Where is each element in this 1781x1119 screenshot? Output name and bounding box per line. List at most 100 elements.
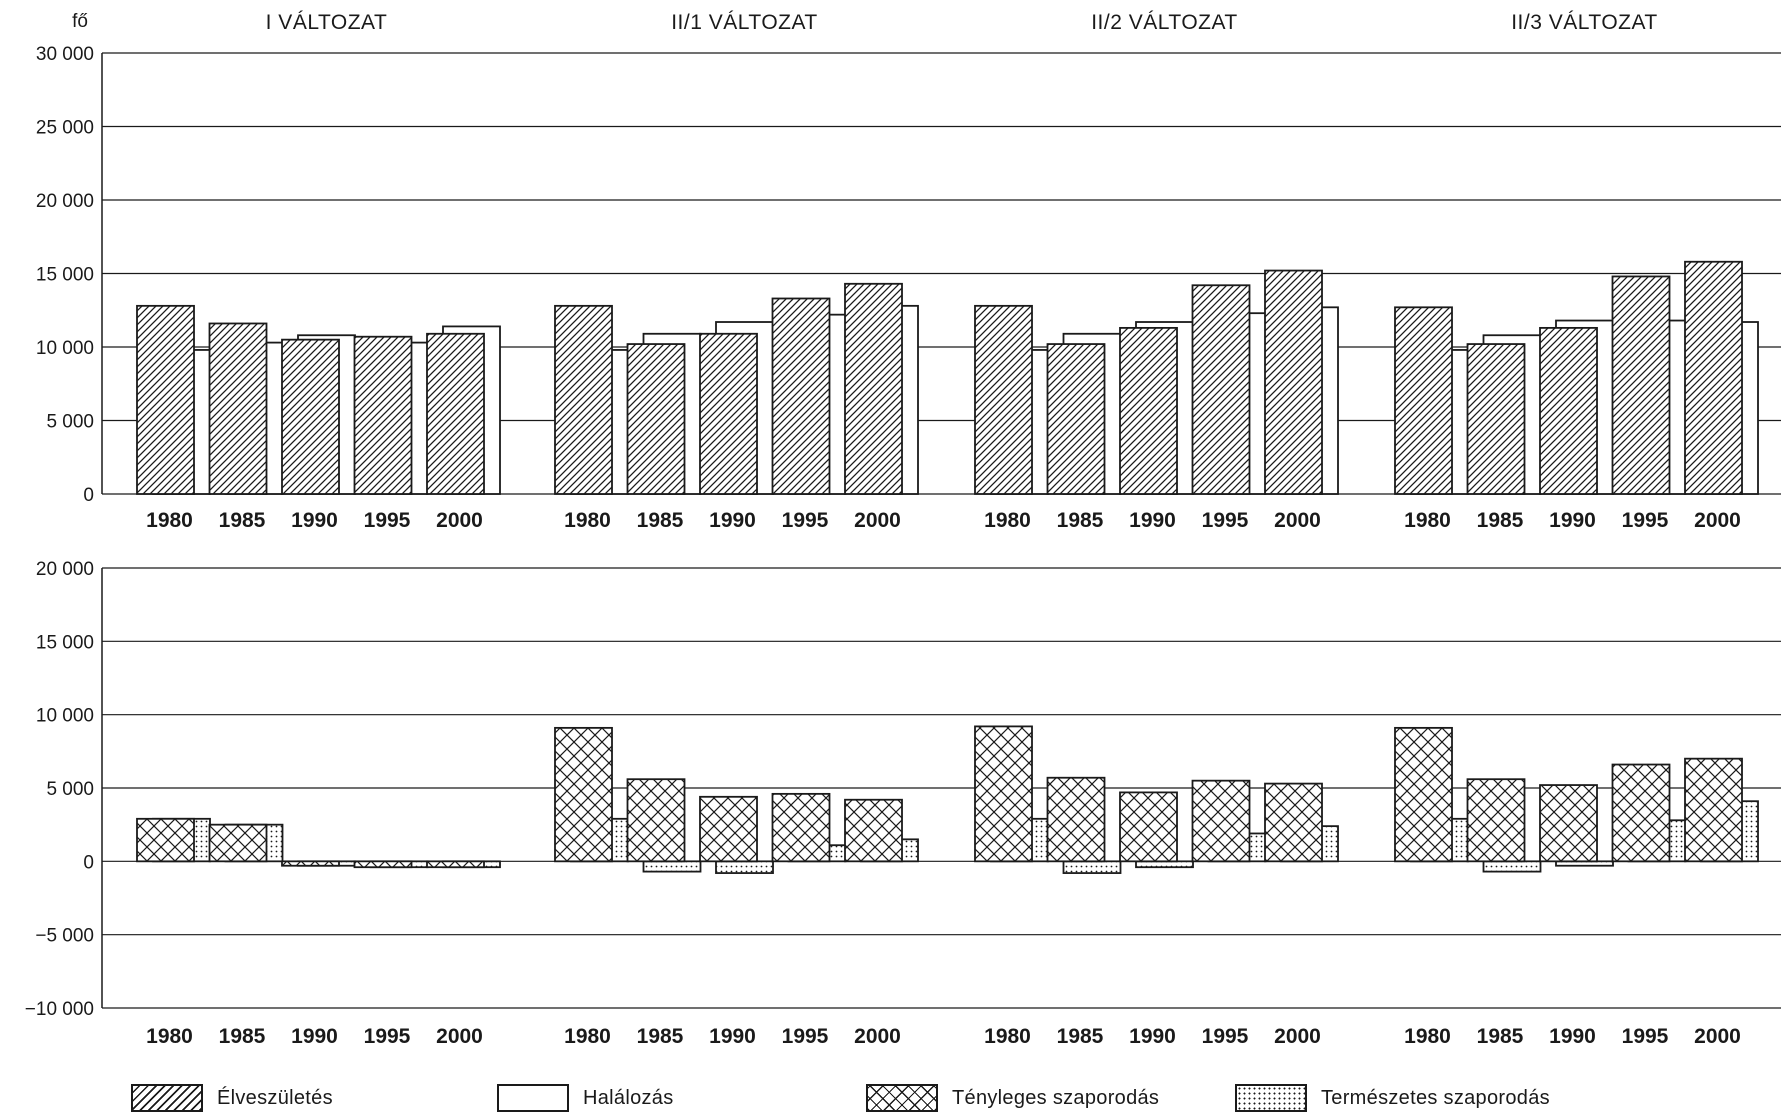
bottom-bar-tenyleges-szaporodas — [1466, 778, 1526, 863]
top-ytick-label: 0 — [83, 485, 94, 506]
deaths-pattern-swatch — [497, 1084, 569, 1112]
top-bar-elveszuletes — [844, 282, 903, 495]
bottom-bar-tenyleges-szaporodas — [771, 792, 831, 863]
bottom-bar-termeszetes-szaporodas — [642, 860, 702, 873]
bottom-bar-tenyleges-szaporodas — [1119, 791, 1178, 863]
bottom-chart-growth: −10 000 −5 000 0 5 000 10 000 15 000 20 000 198… — [25, 559, 1781, 1048]
top-ytick-label: 10 000 — [36, 338, 94, 359]
top-ytick-label: 20 000 — [36, 191, 94, 212]
bottom-bar-tenyleges-szaporodas — [281, 860, 340, 867]
bottom-bar-termeszetes-szaporodas — [1062, 860, 1122, 874]
births-pattern-swatch — [131, 1084, 203, 1112]
legend-item-actual-growth: Tényleges szaporodás — [866, 1082, 1159, 1114]
bottom-bar-tenyleges-szaporodas — [1684, 757, 1743, 863]
natural-growth-pattern-swatch — [1235, 1084, 1307, 1112]
top-category-label: 1990 — [1549, 509, 1596, 532]
bottom-bar-termeszetes-szaporodas — [715, 860, 774, 874]
bottom-category-label: 1990 — [709, 1025, 756, 1048]
bottom-bar-tenyleges-szaporodas — [1264, 782, 1323, 863]
bottom-category-label: 1985 — [219, 1025, 266, 1048]
bottom-bar-tenyleges-szaporodas — [208, 823, 268, 863]
top-bar-elveszuletes — [353, 335, 413, 495]
top-bar-elveszuletes — [1611, 275, 1671, 495]
bottom-ytick-label: 5 000 — [46, 779, 94, 800]
bottom-ytick-label: 10 000 — [36, 706, 94, 727]
top-category-label: 1980 — [564, 509, 611, 532]
bottom-ytick-label: 20 000 — [36, 559, 94, 580]
bottom-category-label: 1990 — [1549, 1025, 1596, 1048]
top-bar-elveszuletes — [1191, 284, 1251, 495]
legend-item-births: Élveszületés — [131, 1082, 333, 1114]
bottom-bar-termeszetes-szaporodas — [1482, 860, 1542, 873]
top-category-label: 1990 — [291, 509, 338, 532]
top-bar-elveszuletes — [554, 304, 613, 495]
bottom-ytick-label: −5 000 — [35, 926, 94, 947]
bottom-ytick-label: 15 000 — [36, 632, 94, 653]
bottom-category-label: 1985 — [1477, 1025, 1524, 1048]
bottom-bar-tenyleges-szaporodas — [1046, 776, 1106, 863]
top-category-label: 1980 — [146, 509, 193, 532]
bottom-category-label: 1985 — [637, 1025, 684, 1048]
legend-label-natural-growth: Természetes szaporodás — [1321, 1086, 1550, 1109]
bottom-bar-tenyleges-szaporodas — [1611, 763, 1671, 863]
bottom-bar-tenyleges-szaporodas — [974, 725, 1033, 863]
legend: Élveszületés Halálozás Tényleges szaporo… — [0, 1082, 1781, 1119]
bottom-category-label: 1995 — [1202, 1025, 1249, 1048]
top-ytick-label: 25 000 — [36, 118, 94, 139]
top-bar-elveszuletes — [1466, 343, 1526, 495]
top-chart-births-deaths: 0 5 000 10 000 15 000 20 000 25 000 30 000 fő I … — [36, 11, 1781, 532]
top-bar-elveszuletes — [426, 332, 485, 495]
top-category-label: 2000 — [854, 509, 901, 532]
top-category-label: 1995 — [782, 509, 829, 532]
top-category-label: 1995 — [1622, 509, 1669, 532]
bottom-bar-tenyleges-szaporodas — [426, 860, 485, 869]
top-bar-elveszuletes — [136, 304, 195, 495]
legend-label-deaths: Halálozás — [583, 1086, 674, 1109]
legend-item-deaths: Halálozás — [497, 1082, 674, 1114]
bottom-bar-tenyleges-szaporodas — [1191, 779, 1251, 863]
actual-growth-pattern-swatch — [866, 1084, 938, 1112]
bottom-category-label: 1980 — [564, 1025, 611, 1048]
bottom-category-label: 1980 — [1404, 1025, 1451, 1048]
bottom-ytick-label: 0 — [83, 852, 94, 873]
bottom-category-label: 2000 — [854, 1025, 901, 1048]
bottom-ytick-label: −10 000 — [25, 999, 94, 1020]
top-bar-elveszuletes — [1394, 306, 1453, 495]
top-panel-title: II/1 VÁLTOZAT — [671, 11, 818, 34]
top-bar-elveszuletes — [626, 343, 686, 495]
top-category-label: 2000 — [436, 509, 483, 532]
bottom-category-label: 1995 — [364, 1025, 411, 1048]
top-bar-elveszuletes — [771, 297, 831, 495]
top-category-label: 1990 — [1129, 509, 1176, 532]
top-panel-title: II/3 VÁLTOZAT — [1511, 11, 1658, 34]
top-bar-elveszuletes — [1539, 326, 1598, 495]
top-category-label: 1980 — [1404, 509, 1451, 532]
top-bar-elveszuletes — [1119, 326, 1178, 495]
top-bar-elveszuletes — [1264, 269, 1323, 495]
bottom-category-label: 2000 — [1274, 1025, 1321, 1048]
top-category-label: 1985 — [1057, 509, 1104, 532]
top-category-label: 2000 — [1694, 509, 1741, 532]
top-category-label: 1985 — [219, 509, 266, 532]
bottom-bar-tenyleges-szaporodas — [844, 798, 903, 863]
top-category-label: 1995 — [1202, 509, 1249, 532]
top-panel-title: II/2 VÁLTOZAT — [1091, 11, 1238, 34]
bottom-category-label: 1995 — [1622, 1025, 1669, 1048]
bottom-category-label: 1985 — [1057, 1025, 1104, 1048]
top-category-label: 1985 — [1477, 509, 1524, 532]
bottom-bar-tenyleges-szaporodas — [353, 860, 413, 869]
bottom-category-label: 1995 — [782, 1025, 829, 1048]
top-category-label: 1995 — [364, 509, 411, 532]
bottom-bar-tenyleges-szaporodas — [626, 778, 686, 863]
legend-label-births: Élveszületés — [217, 1086, 333, 1109]
bottom-category-label: 1990 — [1129, 1025, 1176, 1048]
top-ytick-label: 15 000 — [36, 265, 94, 286]
bottom-category-label: 1980 — [984, 1025, 1031, 1048]
top-bar-elveszuletes — [1046, 343, 1106, 495]
bottom-category-label: 1980 — [146, 1025, 193, 1048]
top-category-label: 1985 — [637, 509, 684, 532]
top-category-label: 1980 — [984, 509, 1031, 532]
population-chart: 0 5 000 10 000 15 000 20 000 25 000 30 000 fő I … — [25, 11, 1781, 1048]
top-ytick-label: 5 000 — [46, 412, 94, 433]
top-bar-elveszuletes — [208, 322, 268, 495]
